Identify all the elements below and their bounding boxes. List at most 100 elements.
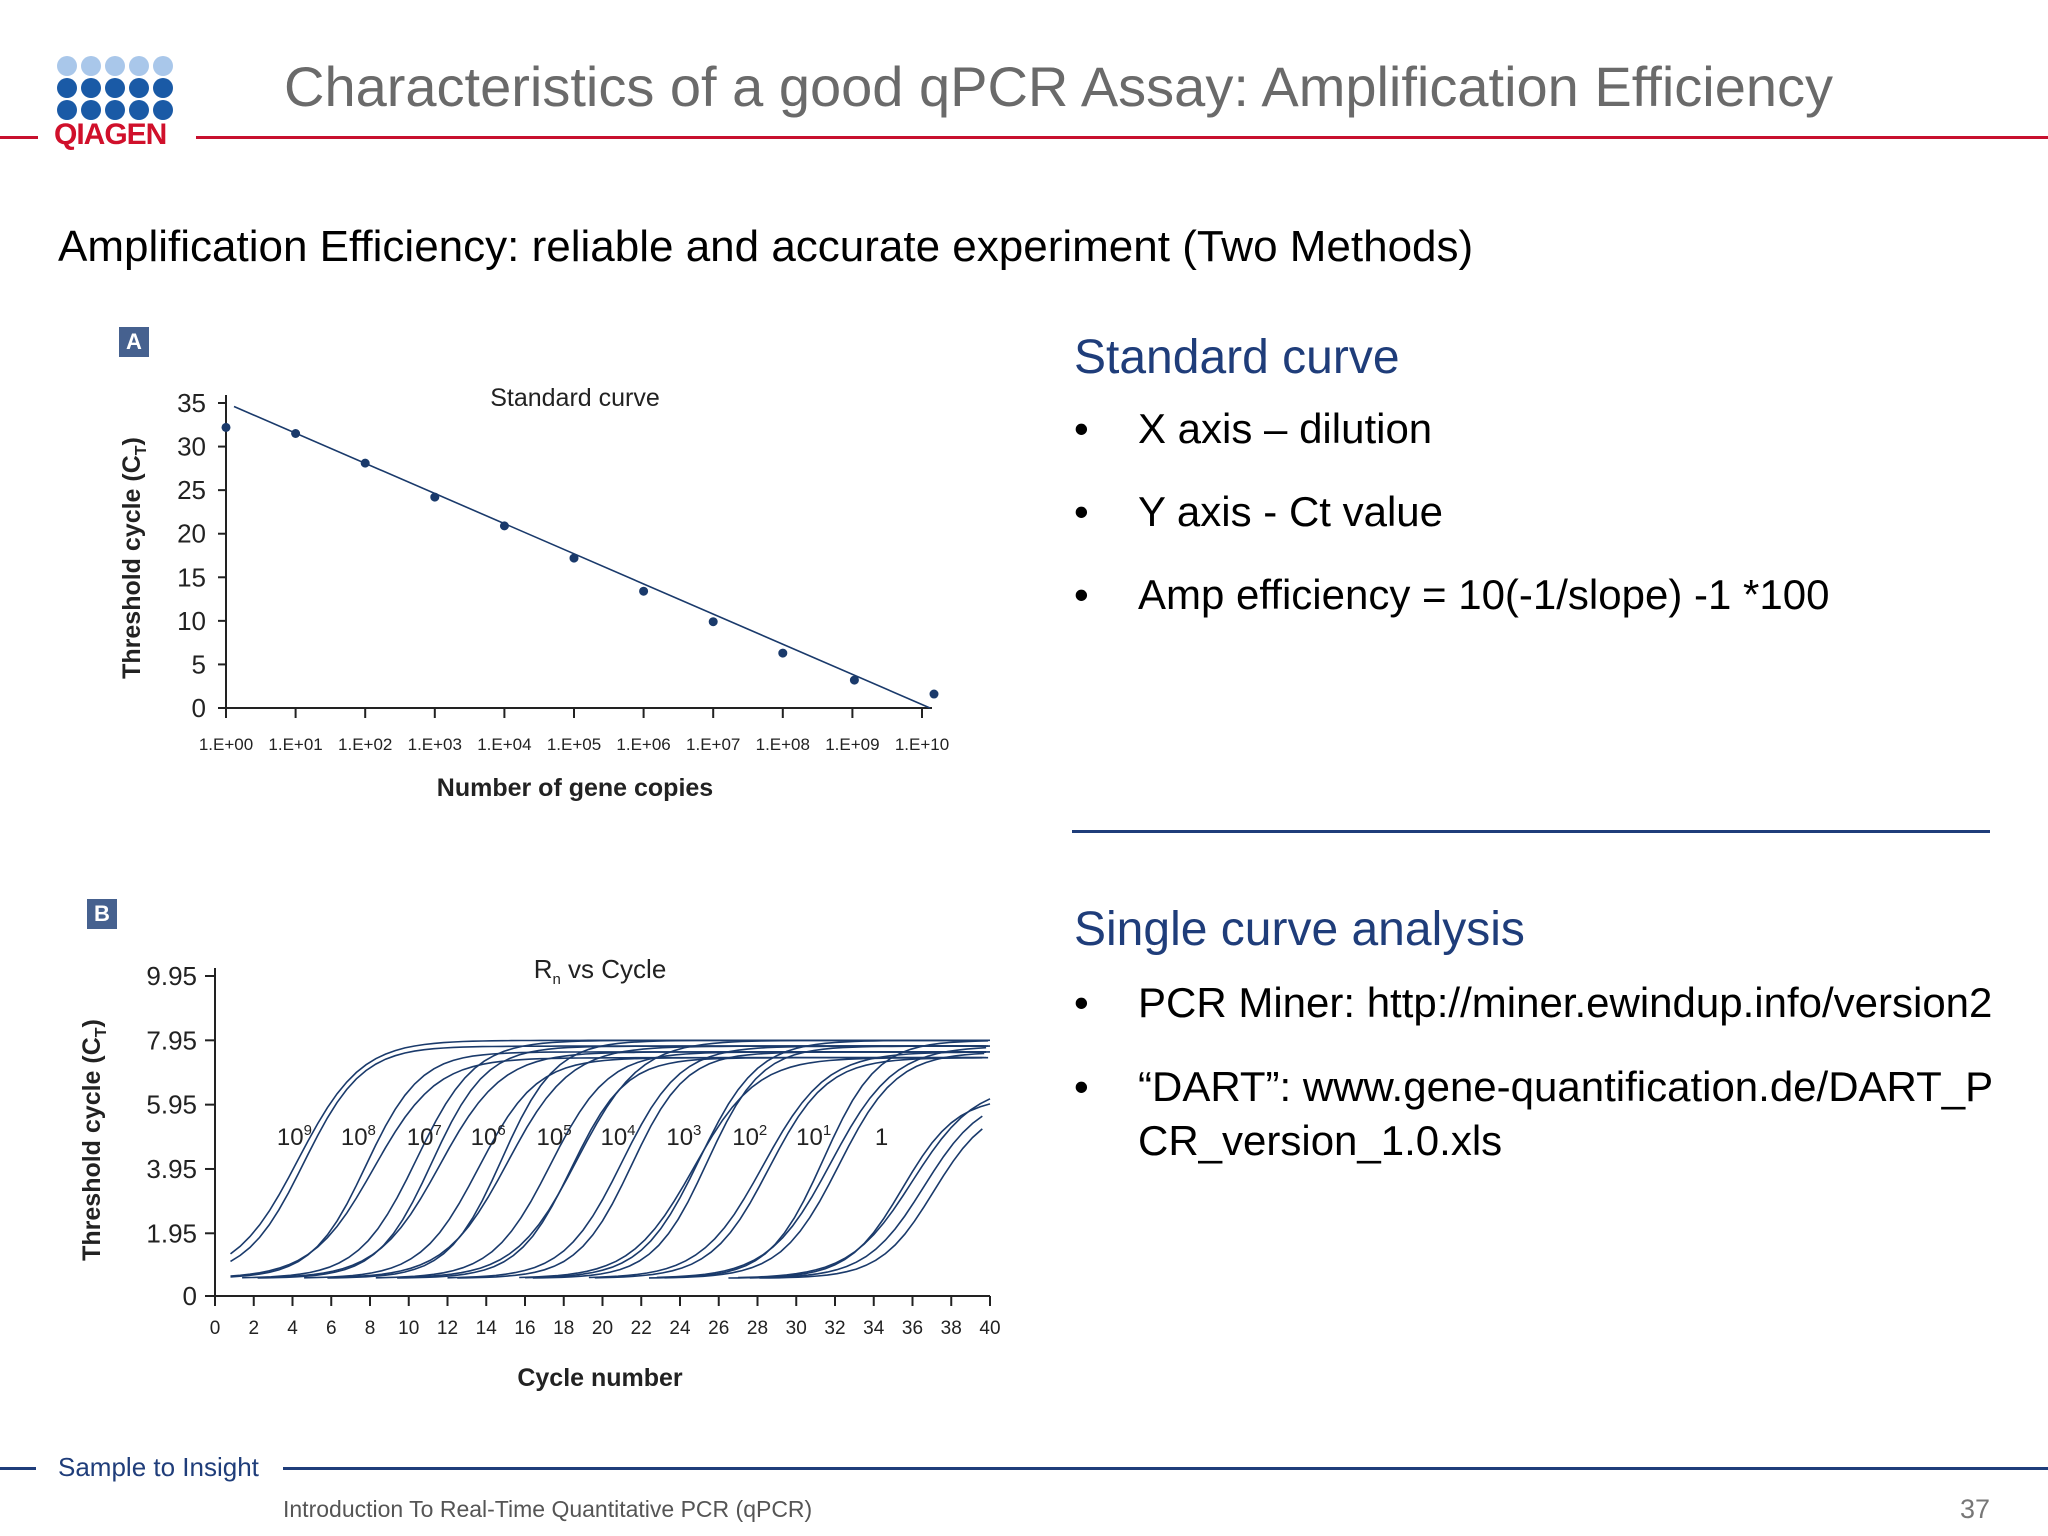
y-tick-label: 3.95 bbox=[146, 1154, 197, 1184]
amplification-curve bbox=[230, 1056, 987, 1277]
page-number: 37 bbox=[1960, 1494, 1991, 1524]
curve-label: 103 bbox=[666, 1122, 701, 1151]
chart-title: Rn vs Cycle bbox=[534, 954, 667, 988]
x-tick-label: 8 bbox=[365, 1318, 376, 1339]
amplification-curve bbox=[759, 1128, 983, 1279]
x-tick-label: 1.E+00 bbox=[199, 735, 253, 754]
logo-dot bbox=[129, 78, 149, 98]
header-rule bbox=[196, 136, 2048, 139]
y-tick-label: 5 bbox=[192, 649, 206, 679]
footer-tagline: Sample to Insight bbox=[58, 1452, 259, 1482]
logo-dot bbox=[105, 78, 125, 98]
chart-title: Standard curve bbox=[490, 384, 660, 412]
x-tick-label: 38 bbox=[941, 1318, 962, 1339]
logo-dot bbox=[153, 78, 173, 98]
y-tick-label: 10 bbox=[177, 606, 206, 636]
x-tick-label: 20 bbox=[592, 1318, 613, 1339]
y-axis-label: Threshold cycle (CT) bbox=[78, 1019, 110, 1261]
data-point bbox=[849, 675, 859, 685]
amplification-curve bbox=[749, 1115, 983, 1279]
bullet-icon: • bbox=[1074, 1063, 1089, 1110]
y-tick-label: 35 bbox=[177, 388, 206, 418]
x-tick-label: 4 bbox=[287, 1318, 298, 1339]
x-tick-label: 32 bbox=[824, 1318, 845, 1339]
x-axis-label: Number of gene copies bbox=[437, 774, 713, 802]
y-tick-label: 7.95 bbox=[146, 1025, 197, 1055]
curve-label: 1 bbox=[875, 1124, 888, 1151]
bullet-text: X axis – dilution bbox=[1138, 405, 1433, 452]
bullet-text: Amp efficiency = 10(-1/slope) -1 *100 bbox=[1138, 571, 1830, 618]
trendline bbox=[233, 405, 931, 709]
single-curve-heading: Single curve analysis bbox=[1074, 903, 1525, 956]
logo-dot bbox=[57, 100, 77, 120]
data-point bbox=[430, 492, 440, 502]
footer-course-title: Introduction To Real-Time Quantitative P… bbox=[283, 1496, 813, 1522]
x-tick-label: 0 bbox=[210, 1318, 221, 1339]
bullet-item: • PCR Miner: http://miner.ewindup.info/ve… bbox=[1074, 976, 2004, 1030]
bullet-icon: • bbox=[1074, 979, 1089, 1026]
data-point bbox=[221, 422, 231, 432]
data-point bbox=[360, 458, 370, 468]
amplification-curve bbox=[447, 1045, 990, 1279]
logo-dot bbox=[105, 100, 125, 120]
x-tick-label: 1.E+01 bbox=[268, 735, 322, 754]
bullet-item: • “DART”: www.gene-quantification.de/DART… bbox=[1074, 1060, 2004, 1168]
slide-title: Characteristics of a good qPCR Assay: Am… bbox=[284, 55, 1833, 118]
y-tick-label: 0 bbox=[183, 1281, 197, 1311]
logo-dot bbox=[57, 56, 77, 76]
amplification-curve bbox=[738, 1098, 991, 1279]
logo-dot bbox=[57, 78, 77, 98]
x-tick-label: 1.E+10 bbox=[895, 735, 949, 754]
logo-dot bbox=[129, 100, 149, 120]
data-point bbox=[291, 429, 301, 438]
amplification-curve bbox=[457, 1051, 990, 1279]
bullet-icon: • bbox=[1074, 571, 1089, 618]
amplification-curve bbox=[588, 1051, 987, 1279]
y-tick-label: 0 bbox=[192, 693, 206, 723]
bullet-item: • X axis – dilution bbox=[1074, 402, 1994, 456]
x-tick-label: 10 bbox=[398, 1318, 419, 1339]
bullet-text: “DART”: www.gene-quantification.de/DART_… bbox=[1138, 1063, 1994, 1164]
x-tick-label: 6 bbox=[326, 1318, 337, 1339]
curve-label: 101 bbox=[796, 1122, 831, 1151]
standard-curve-bullets: • X axis – dilution • Y axis - Ct value • A… bbox=[1074, 402, 1994, 651]
curve-label: 102 bbox=[732, 1122, 767, 1151]
y-tick-label: 20 bbox=[177, 519, 206, 549]
curve-label: 109 bbox=[277, 1122, 312, 1151]
x-tick-label: 22 bbox=[631, 1318, 652, 1339]
data-point bbox=[929, 689, 939, 699]
x-tick-label: 28 bbox=[747, 1318, 768, 1339]
qiagen-logo-text: QIAGEN bbox=[54, 118, 167, 151]
bullet-text: PCR Miner: http://miner.ewindup.info/ver… bbox=[1138, 979, 1993, 1026]
x-tick-label: 18 bbox=[553, 1318, 574, 1339]
x-axis-label: Cycle number bbox=[517, 1364, 683, 1392]
x-tick-label: 1.E+03 bbox=[408, 735, 462, 754]
logo-dot bbox=[153, 56, 173, 76]
amplification-plot-chart: 01.953.955.957.959.95 0 2 4 6 8 10 12 14 16 18 20 2… bbox=[78, 954, 1001, 1392]
standard-curve-chart: 0 5 10 15 20 25 30 35 1.E+00 1.E+01 1.E+02 1.E+03 1… bbox=[118, 384, 949, 802]
logo-dot bbox=[129, 56, 149, 76]
curve-label: 105 bbox=[537, 1122, 572, 1151]
bullet-text: Y axis - Ct value bbox=[1138, 488, 1444, 535]
x-tick-label: 14 bbox=[476, 1318, 498, 1339]
y-axis-label: Threshold cycle (CT) bbox=[118, 437, 150, 679]
y-tick-label: 15 bbox=[177, 562, 206, 592]
x-tick-label: 24 bbox=[669, 1318, 691, 1339]
x-tick-label: 1.E+09 bbox=[825, 735, 879, 754]
x-tick-label: 1.E+04 bbox=[477, 735, 531, 754]
y-tick-label: 5.95 bbox=[146, 1090, 197, 1120]
x-tick-label: 34 bbox=[863, 1318, 885, 1339]
x-tick-label: 1.E+02 bbox=[338, 735, 392, 754]
y-tick-label: 9.95 bbox=[146, 961, 197, 991]
y-tick-label: 30 bbox=[177, 432, 206, 462]
x-tick-label: 12 bbox=[437, 1318, 458, 1339]
x-tick-label: 16 bbox=[514, 1318, 535, 1339]
curve-label: 104 bbox=[600, 1122, 635, 1151]
data-point bbox=[708, 617, 718, 627]
x-tick-label: 1.E+05 bbox=[547, 735, 601, 754]
x-tick-label: 2 bbox=[248, 1318, 259, 1339]
bullet-item: • Y axis - Ct value bbox=[1074, 485, 1994, 539]
footer-rule bbox=[283, 1467, 2048, 1470]
curve-label: 108 bbox=[341, 1122, 376, 1151]
x-tick-label: 36 bbox=[902, 1318, 923, 1339]
